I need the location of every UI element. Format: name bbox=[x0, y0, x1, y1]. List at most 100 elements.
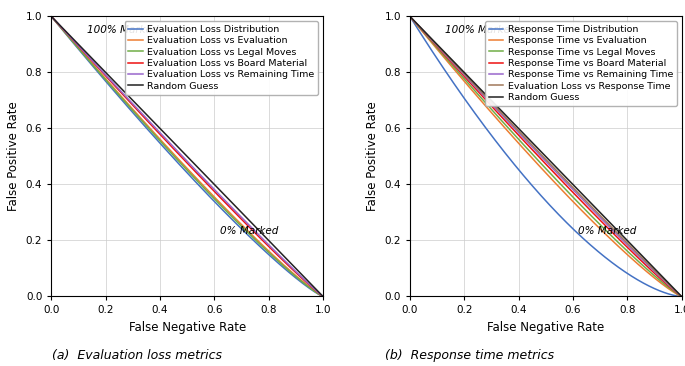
Evaluation Loss vs Response Time bbox=[406, 14, 414, 19]
Response Time vs Board Material bbox=[553, 173, 561, 178]
Evaluation Loss vs Legal Moves bbox=[176, 161, 184, 165]
Evaluation Loss vs Board Material bbox=[195, 173, 203, 177]
Evaluation Loss vs Remaining Time bbox=[176, 152, 184, 156]
Response Time vs Legal Moves bbox=[406, 14, 414, 19]
Response Time vs Evaluation bbox=[671, 291, 679, 295]
Response Time vs Remaining Time bbox=[628, 248, 636, 252]
Evaluation Loss vs Board Material bbox=[209, 188, 217, 192]
Evaluation Loss vs Evaluation bbox=[47, 14, 55, 19]
Response Time vs Legal Moves bbox=[553, 178, 561, 183]
Evaluation Loss vs Legal Moves bbox=[319, 294, 327, 299]
Line: Response Time vs Evaluation: Response Time vs Evaluation bbox=[410, 16, 682, 296]
X-axis label: False Negative Rate: False Negative Rate bbox=[487, 321, 604, 334]
Evaluation Loss vs Remaining Time bbox=[319, 294, 327, 299]
Evaluation Loss vs Legal Moves bbox=[47, 14, 55, 19]
Line: Evaluation Loss Distribution: Evaluation Loss Distribution bbox=[51, 16, 323, 296]
Response Time vs Board Material bbox=[677, 294, 685, 299]
Response Time vs Remaining Time bbox=[671, 289, 679, 293]
Evaluation Loss vs Evaluation bbox=[178, 161, 186, 165]
Response Time vs Remaining Time bbox=[535, 152, 543, 156]
Response Time Distribution bbox=[671, 294, 679, 298]
Evaluation Loss vs Evaluation bbox=[195, 178, 203, 183]
Evaluation Loss vs Response Time bbox=[535, 150, 543, 154]
Response Time vs Legal Moves bbox=[536, 161, 545, 165]
Response Time Distribution bbox=[567, 225, 575, 230]
Response Time vs Remaining Time bbox=[553, 171, 561, 175]
Response Time vs Remaining Time bbox=[406, 14, 414, 19]
Evaluation Loss Distribution bbox=[270, 257, 278, 262]
Evaluation Loss vs Response Time bbox=[536, 152, 545, 156]
Evaluation Loss vs Evaluation bbox=[209, 194, 217, 198]
Line: Evaluation Loss vs Response Time: Evaluation Loss vs Response Time bbox=[410, 16, 682, 296]
Evaluation Loss vs Board Material bbox=[312, 289, 321, 294]
Evaluation Loss vs Response Time bbox=[677, 294, 685, 299]
Evaluation Loss Distribution bbox=[178, 165, 186, 169]
Response Time vs Board Material bbox=[406, 14, 414, 19]
Evaluation Loss vs Response Time bbox=[671, 288, 679, 293]
Text: (a)  Evaluation loss metrics: (a) Evaluation loss metrics bbox=[52, 349, 222, 362]
Evaluation Loss vs Evaluation bbox=[176, 159, 184, 164]
Response Time vs Remaining Time bbox=[677, 294, 685, 299]
Evaluation Loss vs Board Material bbox=[178, 156, 186, 160]
Line: Evaluation Loss vs Legal Moves: Evaluation Loss vs Legal Moves bbox=[51, 16, 323, 296]
Line: Response Time vs Board Material: Response Time vs Board Material bbox=[410, 16, 682, 296]
Response Time vs Legal Moves bbox=[677, 294, 685, 299]
X-axis label: False Negative Rate: False Negative Rate bbox=[129, 321, 246, 334]
Response Time Distribution bbox=[535, 191, 543, 195]
Evaluation Loss vs Remaining Time bbox=[209, 186, 217, 190]
Legend: Response Time Distribution, Response Time vs Evaluation, Response Time vs Legal : Response Time Distribution, Response Tim… bbox=[485, 21, 677, 106]
Evaluation Loss vs Response Time bbox=[553, 169, 561, 173]
Text: 0% Marked: 0% Marked bbox=[220, 227, 278, 236]
Y-axis label: False Positive Rate: False Positive Rate bbox=[8, 102, 21, 211]
Response Time vs Board Material bbox=[628, 250, 636, 255]
Evaluation Loss vs Board Material bbox=[270, 250, 278, 254]
Text: (b)  Response time metrics: (b) Response time metrics bbox=[385, 349, 553, 362]
Text: 100% Marked: 100% Marked bbox=[87, 25, 158, 35]
Evaluation Loss vs Legal Moves bbox=[270, 255, 278, 259]
Evaluation Loss vs Remaining Time bbox=[178, 154, 186, 158]
Evaluation Loss vs Evaluation bbox=[270, 254, 278, 258]
Response Time vs Legal Moves bbox=[671, 290, 679, 295]
Line: Evaluation Loss vs Evaluation: Evaluation Loss vs Evaluation bbox=[51, 16, 323, 296]
Evaluation Loss Distribution bbox=[209, 198, 217, 202]
Evaluation Loss vs Evaluation bbox=[312, 290, 321, 295]
Response Time vs Evaluation bbox=[406, 14, 414, 19]
Evaluation Loss Distribution bbox=[195, 183, 203, 187]
Evaluation Loss Distribution bbox=[312, 291, 321, 295]
Evaluation Loss vs Remaining Time bbox=[195, 171, 203, 175]
Response Time vs Board Material bbox=[535, 155, 543, 159]
Evaluation Loss Distribution bbox=[319, 294, 327, 299]
Response Time vs Evaluation bbox=[553, 183, 561, 187]
Evaluation Loss vs Remaining Time bbox=[312, 289, 321, 293]
Response Time vs Legal Moves bbox=[535, 159, 543, 164]
Response Time vs Remaining Time bbox=[536, 154, 545, 158]
Response Time vs Remaining Time bbox=[567, 186, 575, 190]
Evaluation Loss Distribution bbox=[176, 163, 184, 168]
Response Time vs Evaluation bbox=[677, 294, 685, 299]
Response Time Distribution bbox=[536, 193, 545, 197]
Line: Response Time Distribution: Response Time Distribution bbox=[410, 16, 682, 296]
Evaluation Loss vs Legal Moves bbox=[209, 195, 217, 200]
Evaluation Loss vs Board Material bbox=[176, 154, 184, 158]
Evaluation Loss vs Legal Moves bbox=[178, 163, 186, 167]
Evaluation Loss vs Evaluation bbox=[319, 294, 327, 299]
Response Time Distribution bbox=[628, 274, 636, 279]
Response Time vs Legal Moves bbox=[567, 194, 575, 198]
Line: Response Time vs Legal Moves: Response Time vs Legal Moves bbox=[410, 16, 682, 296]
Evaluation Loss vs Legal Moves bbox=[195, 180, 203, 184]
Text: 0% Marked: 0% Marked bbox=[578, 227, 637, 236]
Legend: Evaluation Loss Distribution, Evaluation Loss vs Evaluation, Evaluation Loss vs : Evaluation Loss Distribution, Evaluation… bbox=[125, 21, 319, 94]
Evaluation Loss Distribution bbox=[47, 14, 55, 19]
Response Time Distribution bbox=[553, 210, 561, 215]
Response Time vs Evaluation bbox=[628, 257, 636, 262]
Evaluation Loss vs Remaining Time bbox=[270, 248, 278, 252]
Response Time vs Board Material bbox=[671, 289, 679, 294]
Response Time vs Evaluation bbox=[567, 198, 575, 202]
Response Time vs Board Material bbox=[567, 189, 575, 193]
Text: 100% Marked: 100% Marked bbox=[445, 25, 517, 35]
Evaluation Loss vs Response Time bbox=[628, 246, 636, 251]
Response Time vs Evaluation bbox=[535, 163, 543, 168]
Line: Evaluation Loss vs Remaining Time: Evaluation Loss vs Remaining Time bbox=[51, 16, 323, 296]
Response Time vs Legal Moves bbox=[628, 254, 636, 258]
Response Time Distribution bbox=[677, 294, 685, 299]
